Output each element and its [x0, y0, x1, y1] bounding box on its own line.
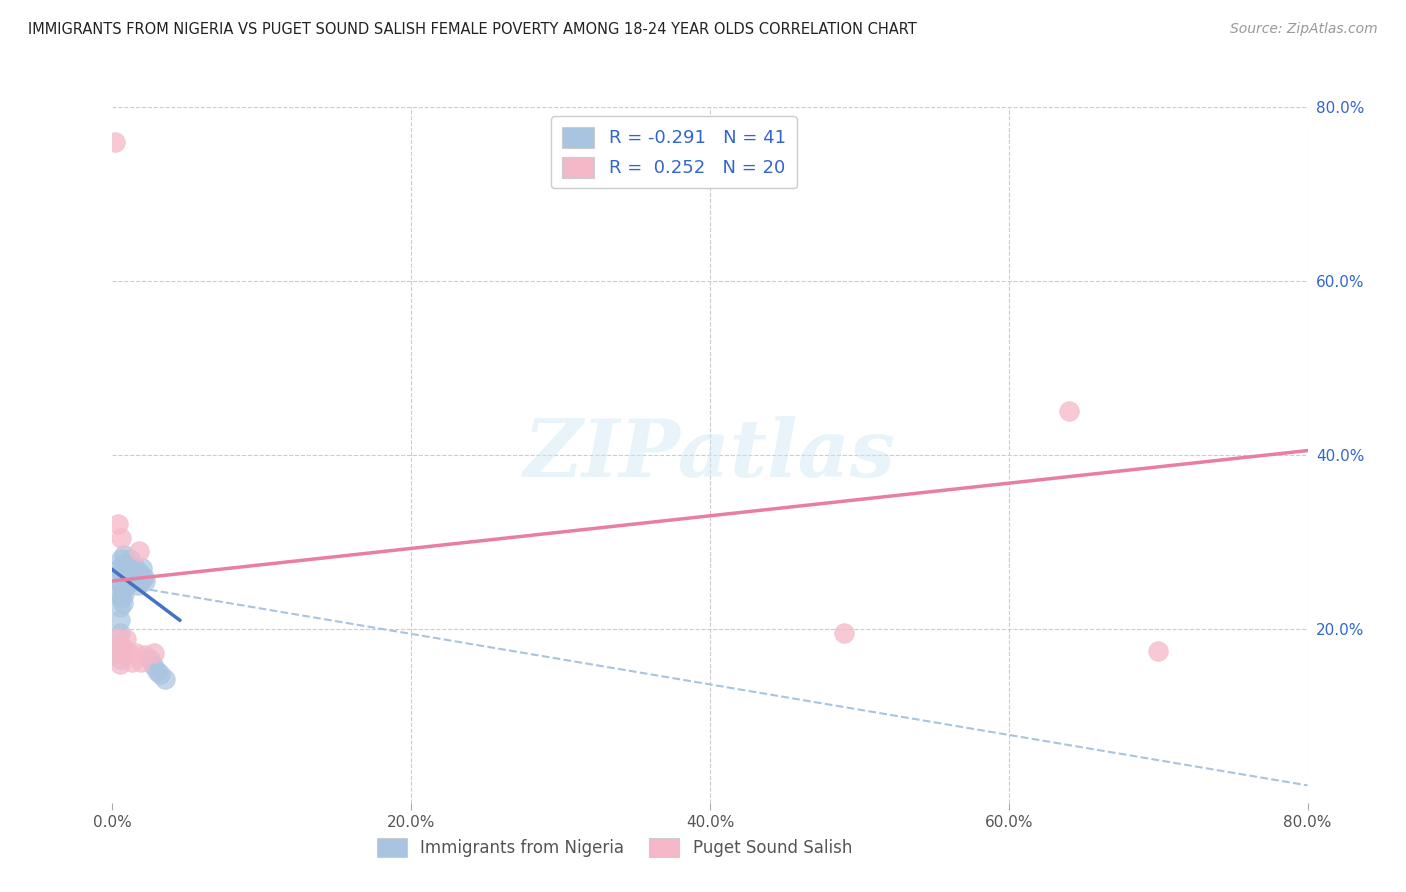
Point — [108, 587, 131, 601]
Point — [131, 561, 153, 575]
Point — [108, 561, 131, 575]
Point — [107, 646, 129, 660]
Point — [111, 596, 134, 610]
Point — [1057, 404, 1080, 418]
Point — [107, 517, 129, 532]
Point — [110, 552, 132, 566]
Point — [110, 591, 132, 606]
Point — [132, 570, 155, 584]
Point — [110, 578, 132, 592]
Point — [108, 600, 131, 615]
Point — [134, 574, 156, 588]
Point — [146, 664, 169, 678]
Point — [118, 561, 141, 575]
Point — [128, 543, 150, 558]
Point — [129, 574, 152, 588]
Point — [111, 582, 134, 597]
Point — [108, 639, 131, 653]
Point — [107, 631, 129, 645]
Point — [111, 646, 134, 660]
Point — [114, 561, 135, 575]
Point — [115, 566, 138, 580]
Point — [108, 652, 131, 666]
Point — [121, 566, 143, 580]
Point — [120, 552, 142, 566]
Point — [142, 658, 165, 673]
Point — [108, 613, 131, 627]
Point — [110, 531, 132, 545]
Point — [139, 652, 162, 666]
Text: IMMIGRANTS FROM NIGERIA VS PUGET SOUND SALISH FEMALE POVERTY AMONG 18-24 YEAR OL: IMMIGRANTS FROM NIGERIA VS PUGET SOUND S… — [28, 22, 917, 37]
Point — [121, 655, 143, 669]
Point — [110, 566, 132, 580]
Point — [114, 640, 135, 655]
Legend: Immigrants from Nigeria, Puget Sound Salish: Immigrants from Nigeria, Puget Sound Sal… — [370, 831, 859, 864]
Point — [108, 657, 131, 671]
Text: Source: ZipAtlas.com: Source: ZipAtlas.com — [1230, 22, 1378, 37]
Text: ZIPatlas: ZIPatlas — [524, 417, 896, 493]
Point — [834, 626, 856, 640]
Point — [117, 557, 139, 571]
Point — [129, 655, 152, 669]
Point — [114, 587, 135, 601]
Point — [108, 574, 131, 588]
Point — [1147, 643, 1170, 657]
Point — [134, 648, 156, 662]
Point — [128, 566, 150, 580]
Point — [114, 574, 135, 588]
Point — [115, 578, 138, 592]
Point — [125, 570, 148, 584]
Point — [143, 646, 166, 660]
Point — [111, 557, 134, 571]
Point — [110, 639, 132, 653]
Point — [104, 135, 127, 149]
Point — [111, 570, 134, 584]
Point — [114, 548, 135, 562]
Point — [118, 646, 141, 660]
Point — [108, 626, 131, 640]
Point — [153, 673, 176, 687]
Point — [117, 570, 139, 584]
Point — [124, 561, 146, 575]
Point — [122, 574, 145, 588]
Point — [115, 632, 138, 647]
Point — [127, 578, 149, 592]
Point — [149, 667, 172, 681]
Point — [125, 646, 148, 660]
